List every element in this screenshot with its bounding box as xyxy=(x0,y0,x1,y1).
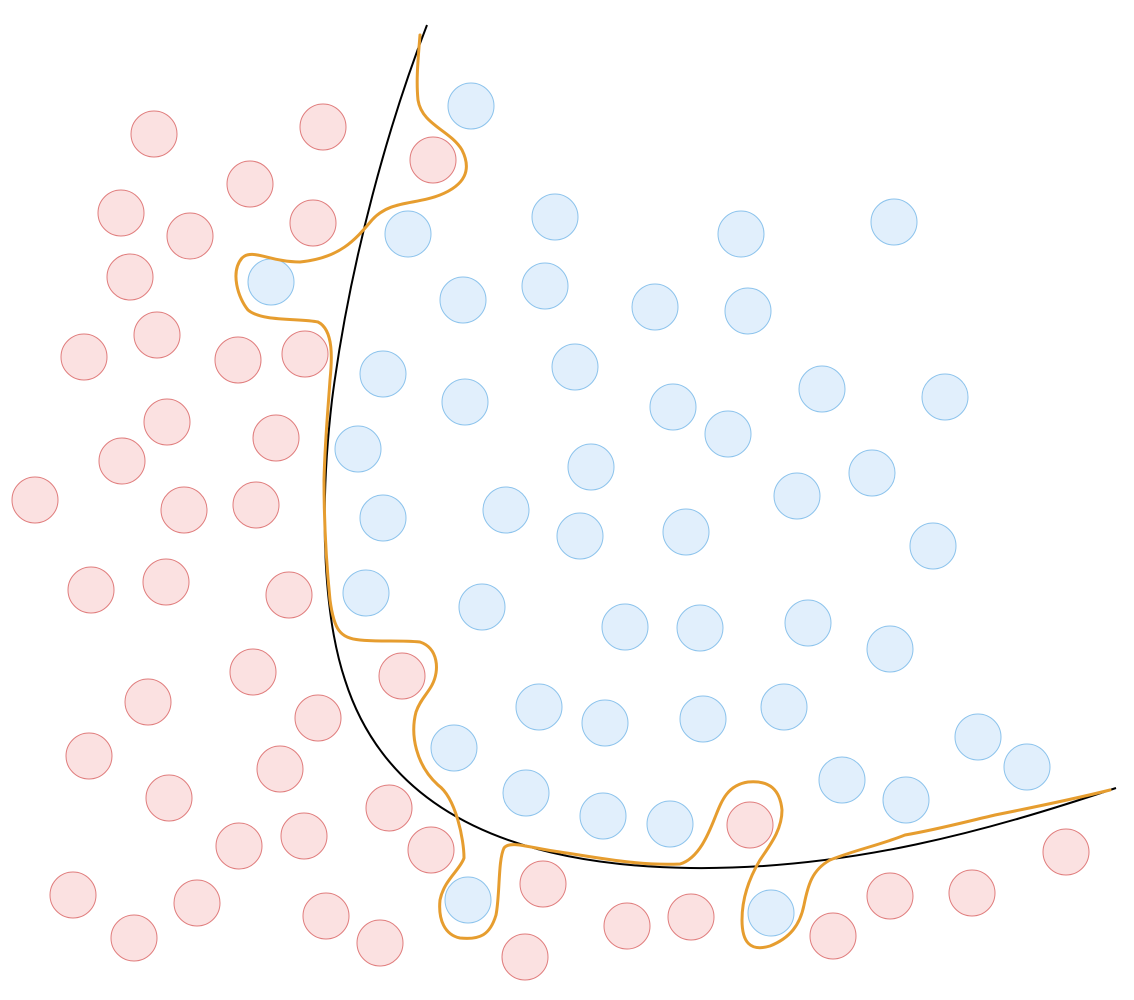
class-b-point-37 xyxy=(430,724,478,772)
class-a-point-27 xyxy=(256,745,304,793)
class-b-point-38 xyxy=(954,713,1002,761)
class-b-point-9 xyxy=(631,283,679,331)
class-a-point-5 xyxy=(97,189,145,237)
class-b-point-6 xyxy=(247,258,295,306)
class-a-points xyxy=(11,103,1090,981)
class-b-point-18 xyxy=(334,425,382,473)
class-a-point-42 xyxy=(726,801,774,849)
class-a-point-13 xyxy=(143,398,191,446)
class-b-point-1 xyxy=(447,82,495,130)
class-b-point-29 xyxy=(601,603,649,651)
class-a-point-15 xyxy=(98,437,146,485)
class-a-point-20 xyxy=(142,558,190,606)
class-b-point-17 xyxy=(921,373,969,421)
class-a-point-38 xyxy=(356,919,404,967)
class-b-point-23 xyxy=(662,508,710,556)
class-b-point-31 xyxy=(784,599,832,647)
class-b-point-20 xyxy=(359,494,407,542)
class-b-point-44 xyxy=(882,776,930,824)
class-a-point-31 xyxy=(280,812,328,860)
class-b-point-3 xyxy=(531,193,579,241)
class-a-point-28 xyxy=(145,774,193,822)
class-a-point-24 xyxy=(124,678,172,726)
class-a-point-33 xyxy=(519,860,567,908)
class-b-point-36 xyxy=(760,683,808,731)
class-b-point-8 xyxy=(521,262,569,310)
class-a-point-3 xyxy=(226,160,274,208)
class-b-point-7 xyxy=(439,276,487,324)
class-a-point-21 xyxy=(265,571,313,619)
class-a-point-36 xyxy=(110,914,158,962)
class-b-point-15 xyxy=(704,410,752,458)
class-b-point-26 xyxy=(909,522,957,570)
class-a-point-19 xyxy=(67,566,115,614)
class-a-point-39 xyxy=(501,933,549,981)
smooth-decision-boundary xyxy=(323,24,1117,870)
class-a-point-7 xyxy=(289,199,337,247)
class-a-point-12 xyxy=(281,330,329,378)
class-b-point-27 xyxy=(342,569,390,617)
class-a-point-11 xyxy=(214,336,262,384)
class-a-point-44 xyxy=(866,872,914,920)
class-a-point-18 xyxy=(232,481,280,529)
class-a-point-26 xyxy=(65,732,113,780)
class-b-point-33 xyxy=(515,683,563,731)
class-b-point-24 xyxy=(773,472,821,520)
class-a-point-34 xyxy=(49,871,97,919)
class-b-point-28 xyxy=(458,583,506,631)
class-a-point-32 xyxy=(407,826,455,874)
class-a-point-17 xyxy=(160,486,208,534)
class-b-point-35 xyxy=(679,695,727,743)
class-b-point-2 xyxy=(384,210,432,258)
class-a-point-37 xyxy=(302,892,350,940)
class-a-point-35 xyxy=(173,879,221,927)
class-b-point-39 xyxy=(1003,743,1051,791)
class-b-point-14 xyxy=(649,383,697,431)
class-b-point-25 xyxy=(848,449,896,497)
class-b-point-43 xyxy=(818,756,866,804)
class-a-point-40 xyxy=(603,902,651,950)
class-a-point-9 xyxy=(133,311,181,359)
class-a-point-4 xyxy=(409,136,457,184)
class-b-point-16 xyxy=(798,365,846,413)
class-a-point-14 xyxy=(252,414,300,462)
class-b-point-5 xyxy=(870,198,918,246)
class-b-point-12 xyxy=(551,343,599,391)
class-b-point-46 xyxy=(747,889,795,937)
class-a-point-22 xyxy=(378,652,426,700)
class-b-point-4 xyxy=(717,210,765,258)
class-a-point-2 xyxy=(299,103,347,151)
class-b-point-10 xyxy=(724,287,772,335)
class-b-point-11 xyxy=(359,350,407,398)
class-a-point-30 xyxy=(215,822,263,870)
class-b-point-41 xyxy=(579,792,627,840)
class-b-points xyxy=(247,82,1051,937)
overfit-decision-boundary xyxy=(234,33,1112,950)
class-b-point-22 xyxy=(556,512,604,560)
class-b-point-21 xyxy=(482,486,530,534)
class-b-point-32 xyxy=(866,625,914,673)
class-a-point-29 xyxy=(365,784,413,832)
class-a-point-10 xyxy=(60,333,108,381)
class-b-point-13 xyxy=(441,378,489,426)
class-a-point-8 xyxy=(106,253,154,301)
class-a-point-43 xyxy=(809,912,857,960)
class-b-point-42 xyxy=(646,800,694,848)
class-a-point-46 xyxy=(1042,828,1090,876)
class-a-point-6 xyxy=(166,212,214,260)
class-a-point-23 xyxy=(229,648,277,696)
class-a-point-45 xyxy=(948,869,996,917)
class-b-point-19 xyxy=(567,443,615,491)
class-b-point-40 xyxy=(502,769,550,817)
class-b-point-30 xyxy=(676,604,724,652)
class-a-point-41 xyxy=(667,893,715,941)
class-a-point-25 xyxy=(294,694,342,742)
class-a-point-1 xyxy=(130,110,178,158)
class-b-point-45 xyxy=(444,876,492,924)
class-a-point-16 xyxy=(11,476,59,524)
class-b-point-34 xyxy=(581,699,629,747)
